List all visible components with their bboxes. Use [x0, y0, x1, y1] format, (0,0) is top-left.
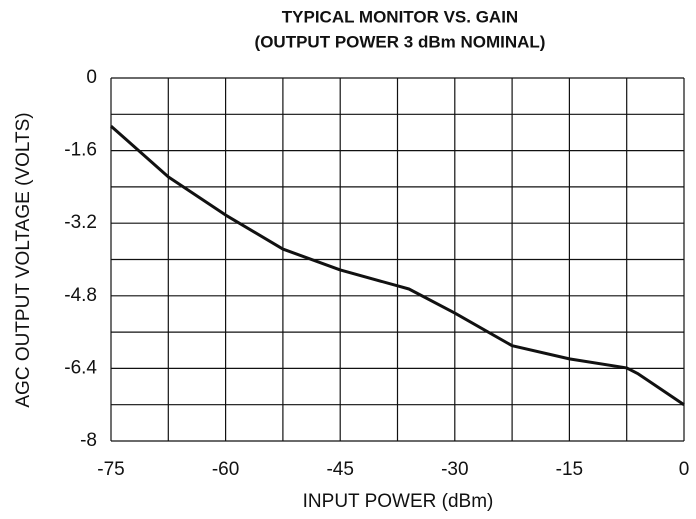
x-tick-label: -45 [326, 459, 353, 480]
x-tick-label: -15 [556, 459, 583, 480]
y-tick-label: -4.8 [64, 285, 97, 306]
x-tick-label: -60 [212, 459, 239, 480]
chart-subtitle: (OUTPUT POWER 3 dBm NOMINAL) [255, 32, 546, 51]
y-tick-label: -6.4 [64, 357, 97, 378]
y-tick-label: -1.6 [64, 140, 97, 161]
chart-title: TYPICAL MONITOR VS. GAIN [282, 7, 518, 26]
x-tick-label: 0 [679, 459, 690, 480]
y-axis-label: AGC OUTPUT VOLTAGE (VOLTS) [13, 112, 34, 407]
line-series [110, 124, 685, 406]
y-tick-label: -8 [80, 430, 97, 451]
x-tick-label: -30 [441, 459, 468, 480]
y-tick-label: 0 [86, 67, 97, 88]
y-tick-label: -3.2 [64, 212, 97, 233]
x-tick-label: -75 [97, 459, 124, 480]
x-axis-label: INPUT POWER (dBm) [303, 491, 494, 512]
